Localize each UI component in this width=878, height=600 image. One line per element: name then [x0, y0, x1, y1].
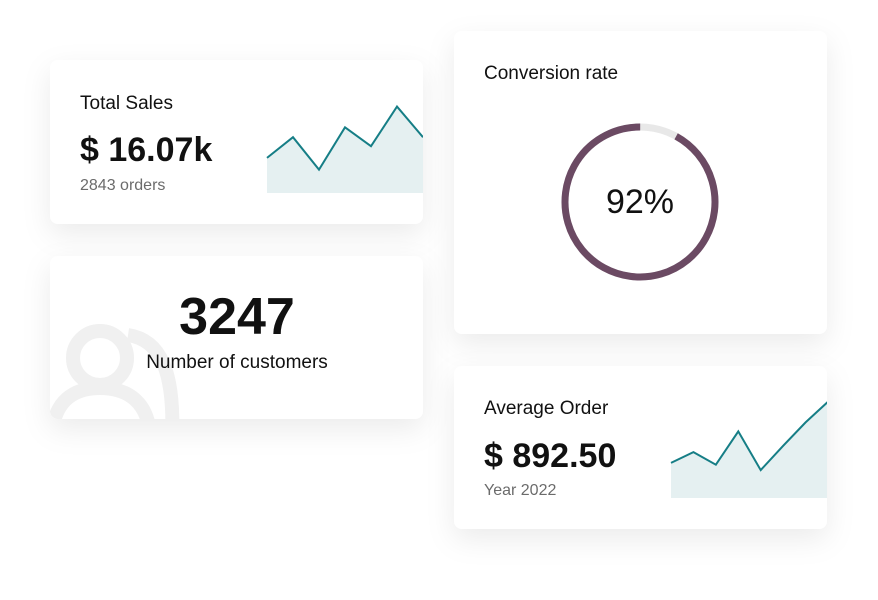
conversion-title: Conversion rate: [484, 63, 618, 84]
sparkline: [670, 400, 827, 498]
sales-title: Total Sales: [80, 93, 173, 114]
average-amount: $ 892.50: [484, 437, 616, 475]
customer-count: 3247: [179, 288, 295, 346]
sparkline: [266, 104, 423, 193]
sparkline-line: [266, 104, 423, 172]
customer-label: Number of customers: [146, 352, 328, 373]
conversion-card: [454, 31, 827, 334]
sparkline-area: [671, 401, 827, 498]
donut-arc: [561, 123, 719, 281]
sales-amount: $ 16.07k: [80, 131, 212, 169]
sparkline-line: [670, 400, 827, 472]
average-title: Average Order: [484, 398, 609, 419]
sales-note: 2843 orders: [80, 177, 165, 194]
users-icon: [50, 324, 180, 419]
customers-card: [50, 256, 423, 419]
average-note: Year 2022: [484, 482, 556, 499]
conversion-value: 92%: [606, 183, 674, 221]
